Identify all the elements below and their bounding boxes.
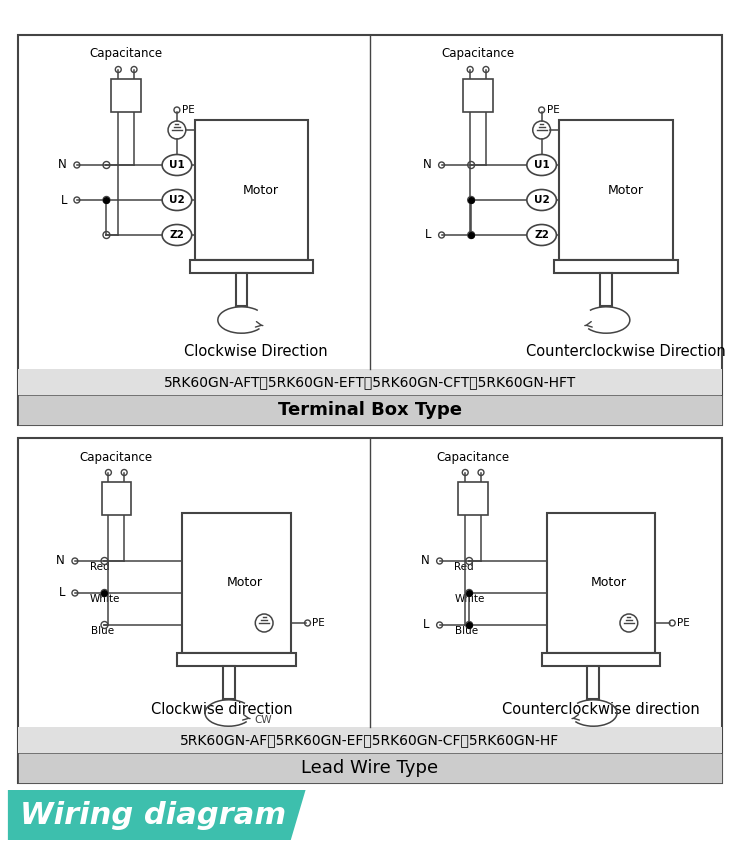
Text: Counterclockwise direction: Counterclockwise direction [503, 701, 700, 717]
Text: White: White [454, 594, 484, 604]
Ellipse shape [162, 154, 192, 176]
Text: Z2: Z2 [170, 230, 184, 240]
Text: Capacitance: Capacitance [442, 47, 515, 60]
Text: Motor: Motor [226, 577, 262, 589]
Ellipse shape [162, 225, 192, 246]
Text: Motor: Motor [591, 577, 627, 589]
Text: PE: PE [182, 105, 194, 115]
Text: Motor: Motor [608, 183, 644, 197]
Ellipse shape [162, 189, 192, 210]
Text: U1: U1 [534, 160, 550, 170]
Bar [554, 260, 678, 273]
Bar [560, 120, 673, 260]
Text: 5RK60GN-AFT、5RK60GN-EFT、5RK60GN-CFT、5RK60GN-HFT: 5RK60GN-AFT、5RK60GN-EFT、5RK60GN-CFT、5RK6… [164, 375, 576, 389]
Text: Capacitance: Capacitance [80, 450, 153, 464]
Text: L: L [58, 587, 65, 600]
Text: Z2: Z2 [534, 230, 549, 240]
Text: White: White [90, 594, 120, 604]
Ellipse shape [526, 154, 556, 176]
Text: U1: U1 [169, 160, 184, 170]
Text: PE: PE [313, 618, 326, 628]
Bar [18, 727, 722, 753]
Text: N: N [58, 159, 67, 171]
Text: 5RK60GN-AF、5RK60GN-EF、5RK60GN-CF、5RK60GN-HF: 5RK60GN-AF、5RK60GN-EF、5RK60GN-CF、5RK60GN… [180, 733, 560, 747]
Bar [600, 273, 612, 306]
Bar [101, 482, 131, 515]
Bar [547, 513, 656, 653]
Text: Red: Red [90, 562, 110, 572]
Ellipse shape [526, 189, 556, 210]
Bar [18, 753, 722, 783]
Text: Counterclockwise Direction: Counterclockwise Direction [526, 343, 726, 359]
Text: PE: PE [547, 105, 560, 115]
Bar [223, 666, 235, 699]
Bar [195, 120, 308, 260]
Bar [18, 438, 722, 783]
Polygon shape [8, 790, 305, 840]
Bar [112, 79, 141, 111]
Bar [190, 260, 313, 273]
Text: PE: PE [677, 618, 690, 628]
Text: U2: U2 [534, 195, 550, 205]
Text: U2: U2 [169, 195, 184, 205]
Text: Blue: Blue [91, 626, 114, 636]
Text: Motor: Motor [243, 183, 279, 197]
Text: N: N [423, 159, 432, 171]
Bar [236, 273, 248, 306]
Text: Capacitance: Capacitance [436, 450, 510, 464]
Text: Capacitance: Capacitance [89, 47, 163, 60]
Bar [178, 653, 296, 666]
Text: Lead Wire Type: Lead Wire Type [301, 759, 438, 777]
Bar [542, 653, 661, 666]
Bar [18, 395, 722, 425]
Text: Clockwise direction: Clockwise direction [151, 701, 292, 717]
Text: Blue: Blue [455, 626, 478, 636]
Bar [182, 513, 291, 653]
Bar [18, 35, 722, 425]
Bar [587, 666, 599, 699]
Text: L: L [425, 228, 432, 242]
Text: L: L [423, 618, 430, 632]
Text: N: N [56, 555, 65, 567]
Text: CW: CW [254, 715, 272, 725]
Text: N: N [421, 555, 430, 567]
Text: Wiring diagram: Wiring diagram [20, 801, 286, 829]
Bar [18, 369, 722, 395]
Bar [464, 79, 493, 111]
Bar [458, 482, 488, 515]
Text: L: L [61, 193, 67, 207]
Text: Red: Red [454, 562, 474, 572]
Text: Clockwise Direction: Clockwise Direction [184, 343, 328, 359]
Text: Terminal Box Type: Terminal Box Type [278, 401, 461, 419]
Ellipse shape [526, 225, 556, 246]
